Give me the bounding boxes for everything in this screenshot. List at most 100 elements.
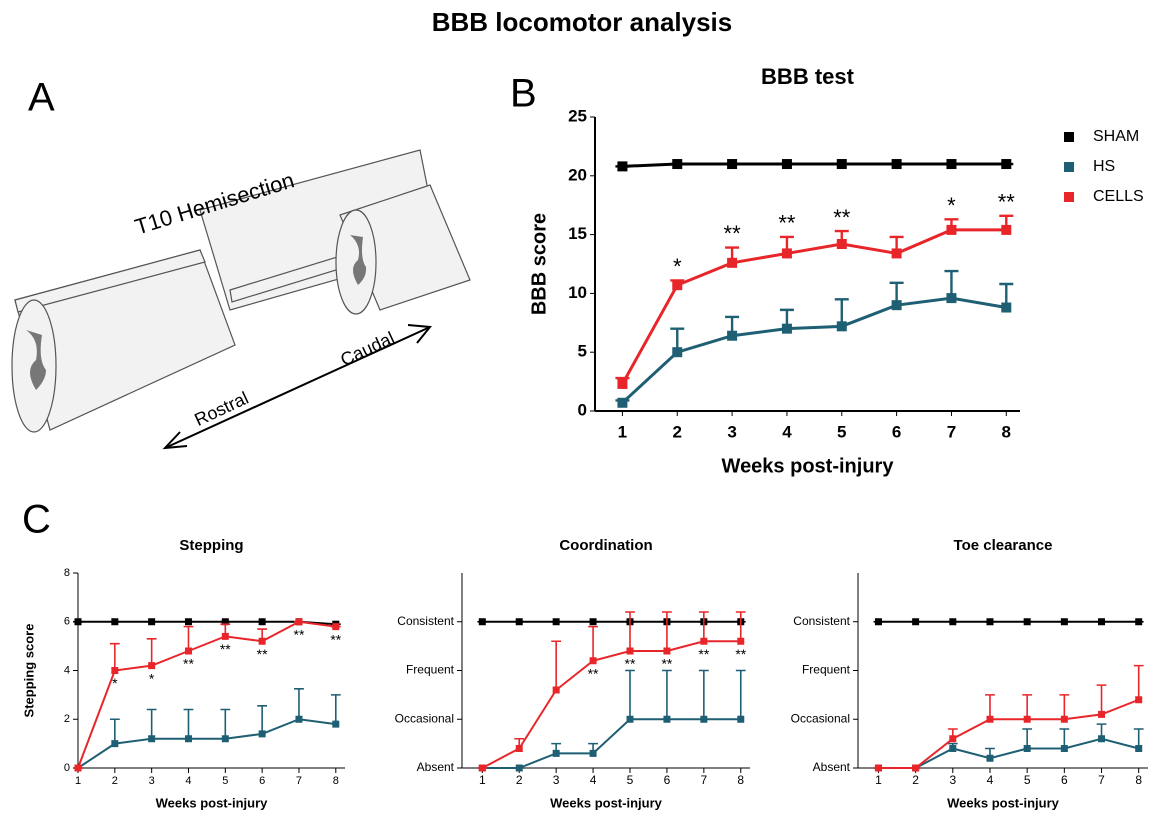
marker [1001, 302, 1012, 313]
marker [221, 618, 229, 626]
error-bar [625, 611, 635, 651]
error-bar [698, 611, 709, 642]
spinal-cord-diagram [11, 149, 471, 450]
y-tick-label: 0 [64, 762, 70, 774]
marker [221, 735, 229, 743]
marker [949, 618, 957, 626]
marker [1023, 745, 1031, 752]
x-tick-label: 5 [627, 773, 634, 787]
marker [1098, 618, 1106, 626]
y-tick-label: Occasional [395, 711, 454, 725]
marker [836, 239, 847, 250]
y-tick-label: 5 [578, 342, 587, 361]
marker [700, 637, 708, 645]
error-bar [588, 625, 598, 661]
marker [515, 618, 523, 626]
marker [617, 161, 628, 172]
x-tick-label: 1 [479, 773, 486, 787]
x-tick-label: 8 [737, 773, 744, 787]
marker [891, 300, 902, 311]
significance-mark: ** [778, 211, 796, 236]
marker [672, 159, 683, 170]
x-tick-label: 7 [296, 775, 302, 787]
y-tick-label: 20 [568, 165, 587, 184]
arrow-head [407, 324, 432, 344]
marker [626, 647, 634, 655]
panel-label: C [22, 498, 51, 542]
marker [874, 618, 882, 626]
grey-matter [350, 235, 367, 285]
marker [946, 224, 957, 235]
y-tick-label: Frequent [406, 663, 455, 677]
error-bar [985, 694, 995, 720]
marker [617, 378, 628, 389]
x-tick-label: 3 [727, 422, 736, 441]
x-axis-label: Weeks post-injury [722, 455, 895, 477]
marker [295, 618, 303, 626]
marker [700, 715, 708, 723]
marker [1098, 735, 1106, 743]
marker [258, 618, 266, 626]
marker [184, 647, 192, 655]
significance-mark: ** [998, 189, 1016, 214]
x-tick-label: 4 [185, 775, 191, 787]
error-bar [1022, 694, 1033, 720]
error-bar [662, 669, 672, 720]
chart-title: Coordination [559, 537, 652, 554]
legend-marker [1064, 132, 1074, 142]
marker [727, 159, 738, 170]
marker [258, 730, 266, 738]
block-top [14, 249, 206, 313]
y-tick-label: Absent [813, 760, 851, 774]
error-bar [183, 625, 194, 651]
error-bar [662, 611, 672, 651]
series-line [77, 620, 336, 769]
grey-matter [26, 330, 46, 390]
x-tick-label: 7 [1098, 773, 1105, 787]
y-tick-label: Occasional [791, 711, 850, 725]
figure-title: BBB locomotor analysis [432, 7, 733, 37]
significance-mark: ** [220, 641, 231, 657]
chart-title: Stepping [179, 537, 243, 554]
series-line [878, 698, 1140, 769]
marker [737, 637, 745, 645]
error-bar [698, 669, 709, 720]
marker [949, 735, 957, 743]
marker [672, 347, 683, 358]
marker [184, 618, 192, 626]
marker [515, 745, 523, 752]
marker [148, 735, 156, 743]
marker [148, 618, 156, 626]
marker [663, 647, 671, 655]
error-bar [294, 687, 304, 720]
diagram-label: Rostral [191, 388, 251, 430]
marker [986, 715, 994, 723]
x-tick-label: 6 [259, 775, 265, 787]
error-bar [1133, 664, 1144, 700]
marker [727, 330, 738, 341]
marker [552, 749, 560, 757]
error-bar [551, 640, 562, 690]
marker [1060, 618, 1068, 626]
x-tick-label: 3 [949, 773, 956, 787]
marker [672, 280, 683, 291]
error-bar [220, 708, 231, 739]
error-bar [146, 638, 157, 666]
series-line [481, 640, 741, 769]
marker [1135, 696, 1143, 704]
x-tick-label: 2 [673, 422, 682, 441]
y-tick-label: 6 [64, 616, 70, 628]
marker [111, 618, 119, 626]
significance-mark: ** [257, 646, 268, 662]
marker [1135, 745, 1143, 752]
marker [184, 735, 192, 743]
marker [1098, 710, 1106, 718]
significance-mark: * [947, 193, 956, 218]
x-tick-label: 1 [75, 775, 81, 787]
marker [912, 618, 920, 626]
legend-label: CELLS [1093, 188, 1144, 205]
series-line [878, 737, 1139, 769]
marker [836, 159, 847, 170]
marker [891, 159, 902, 170]
x-tick-label: 1 [875, 773, 882, 787]
